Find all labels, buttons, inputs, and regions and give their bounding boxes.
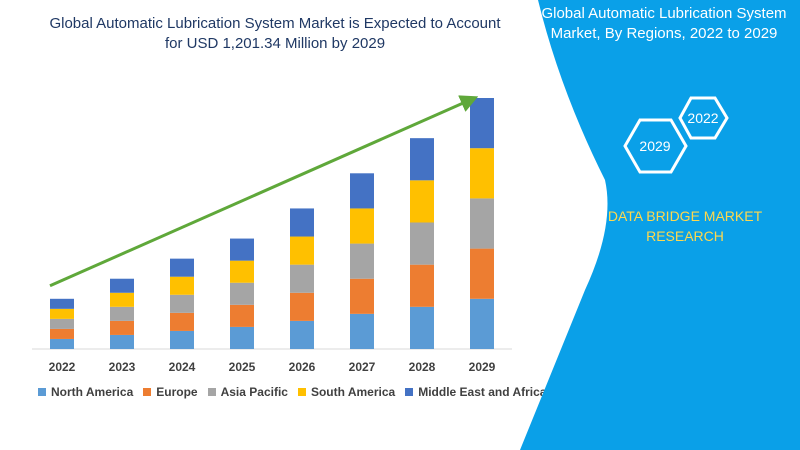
x-tick-label: 2029 bbox=[469, 360, 496, 374]
bar-segment-2027-asia-pacific bbox=[350, 243, 374, 279]
bar-segment-2023-asia-pacific bbox=[110, 306, 134, 321]
panel-background bbox=[520, 0, 800, 450]
bar-segment-2023-south-america bbox=[110, 292, 134, 307]
x-tick-label: 2024 bbox=[169, 360, 196, 374]
legend-swatch bbox=[405, 388, 414, 396]
legend-item: Asia Pacific bbox=[207, 385, 288, 399]
bar-segment-2029-north-america bbox=[470, 298, 494, 349]
bar-segment-2029-asia-pacific bbox=[470, 198, 494, 249]
bar-segment-2025-south-america bbox=[230, 260, 254, 283]
bar-segment-2027-europe bbox=[350, 278, 374, 314]
hexagon-bottom-label: 2029 bbox=[639, 138, 670, 154]
bar-segment-2026-middle-east-and-africa bbox=[290, 208, 314, 237]
bar-segment-2026-asia-pacific bbox=[290, 264, 314, 293]
bar-segment-2028-south-america bbox=[410, 180, 434, 223]
bar-segment-2026-europe bbox=[290, 292, 314, 321]
legend-item: Europe bbox=[143, 385, 198, 399]
legend-item: South America bbox=[297, 385, 396, 399]
bar-segment-2028-middle-east-and-africa bbox=[410, 138, 434, 181]
bar-segment-2022-europe bbox=[50, 328, 74, 339]
bar-segment-2024-middle-east-and-africa bbox=[170, 258, 194, 277]
bar-segment-2024-south-america bbox=[170, 276, 194, 295]
legend-label: North America bbox=[51, 385, 134, 399]
hexagon-bottom-icon bbox=[623, 118, 688, 174]
legend-swatch bbox=[297, 388, 306, 396]
bar-segment-2024-north-america bbox=[170, 330, 194, 349]
bar-segment-2022-asia-pacific bbox=[50, 318, 74, 329]
bar-segment-2026-north-america bbox=[290, 320, 314, 349]
trend-arrow bbox=[49, 95, 479, 288]
bar-segment-2025-middle-east-and-africa bbox=[230, 238, 254, 261]
bar-segment-2025-north-america bbox=[230, 326, 254, 349]
legend-swatch bbox=[207, 388, 216, 396]
bar-segment-2028-north-america bbox=[410, 306, 434, 349]
bar-segment-2022-north-america bbox=[50, 338, 74, 349]
legend-swatch bbox=[38, 388, 46, 396]
x-tick-label: 2028 bbox=[409, 360, 436, 374]
bar-segment-2027-south-america bbox=[350, 208, 374, 244]
chart-title: Global Automatic Lubrication System Mark… bbox=[49, 15, 501, 52]
x-tick-label: 2023 bbox=[109, 360, 136, 374]
bar-segment-2029-middle-east-and-africa bbox=[470, 98, 494, 149]
x-tick-label: 2022 bbox=[49, 360, 76, 374]
bar-segment-2029-south-america bbox=[470, 148, 494, 199]
legend-label: Asia Pacific bbox=[220, 385, 288, 399]
bar-segment-2022-middle-east-and-africa bbox=[50, 298, 74, 309]
legend-swatch bbox=[143, 388, 152, 396]
bar-segment-2023-middle-east-and-africa bbox=[110, 278, 134, 293]
bar-segment-2029-europe bbox=[470, 248, 494, 299]
bar-segment-2025-europe bbox=[230, 304, 254, 327]
bar-segment-2027-middle-east-and-africa bbox=[350, 173, 374, 209]
legend-label: Middle East and Africa bbox=[418, 385, 547, 399]
bar-segment-2028-asia-pacific bbox=[410, 222, 434, 265]
bar-segment-2028-europe bbox=[410, 264, 434, 307]
stacked-bar-chart: 2022 2023 2024 2025 2026 2027 2028 2029 bbox=[32, 95, 512, 374]
x-tick-label: 2027 bbox=[349, 360, 376, 374]
bar-segment-2023-north-america bbox=[110, 334, 134, 349]
legend-item: Middle East and Africa bbox=[405, 385, 546, 399]
bar-segment-2026-south-america bbox=[290, 236, 314, 265]
hexagon-top-icon bbox=[678, 96, 729, 140]
bar-segment-2024-europe bbox=[170, 312, 194, 331]
bar-segment-2027-north-america bbox=[350, 313, 374, 349]
bar-segment-2022-south-america bbox=[50, 308, 74, 319]
x-tick-label: 2025 bbox=[229, 360, 256, 374]
hexagon-top-label: 2022 bbox=[687, 110, 718, 126]
legend-item: North America bbox=[38, 385, 133, 399]
x-tick-label: 2026 bbox=[289, 360, 316, 374]
legend-label: South America bbox=[310, 385, 396, 399]
brand-text: DATA BRIDGE MARKET RESEARCH bbox=[607, 208, 763, 244]
bar-segment-2023-europe bbox=[110, 320, 134, 335]
legend-label: Europe bbox=[156, 385, 198, 399]
legend: North America Europe Asia Pacific South Ame… bbox=[38, 384, 546, 400]
bar-segment-2024-asia-pacific bbox=[170, 294, 194, 313]
panel-title: Global Automatic Lubrication System Mark… bbox=[541, 5, 787, 42]
bar-segment-2025-asia-pacific bbox=[230, 282, 254, 305]
